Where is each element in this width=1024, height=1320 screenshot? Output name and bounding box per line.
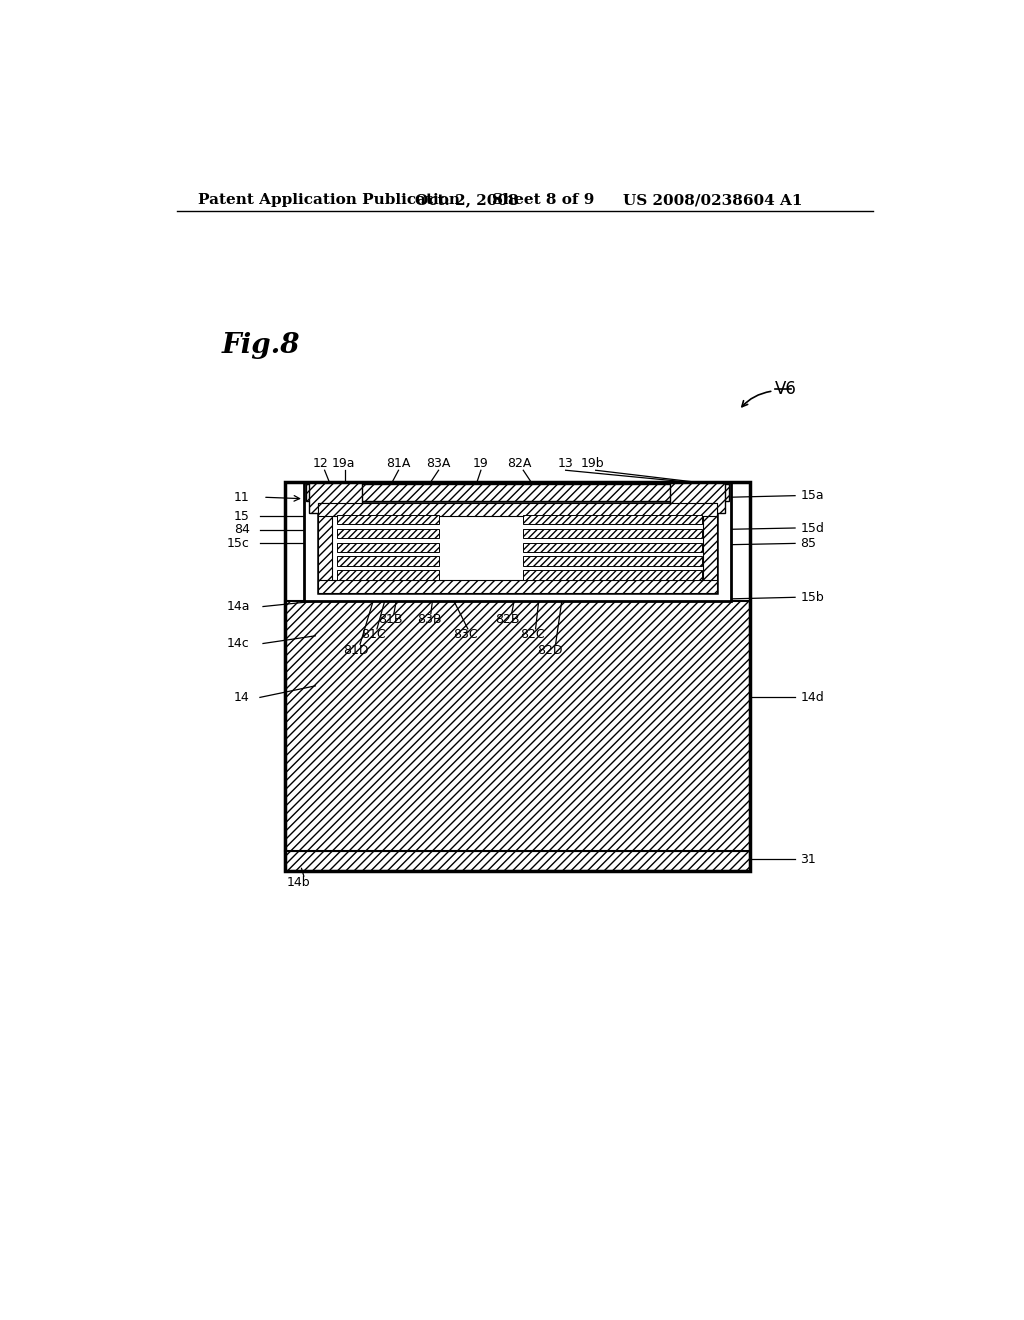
Text: Sheet 8 of 9: Sheet 8 of 9 [493, 193, 595, 207]
Bar [337, 529, 438, 539]
Bar [337, 570, 438, 579]
Bar [337, 515, 438, 524]
Text: 82B: 82B [496, 612, 520, 626]
Bar [523, 543, 701, 552]
Bar [309, 482, 361, 512]
Text: 31: 31 [801, 853, 816, 866]
Text: 19: 19 [473, 457, 488, 470]
Text: 12: 12 [313, 457, 329, 470]
Text: 13: 13 [558, 457, 573, 470]
Text: Patent Application Publication: Patent Application Publication [199, 193, 461, 207]
Bar [523, 557, 701, 566]
Text: 81D: 81D [343, 644, 369, 656]
Bar [309, 482, 361, 484]
Text: 82A: 82A [507, 457, 531, 470]
Text: 14c: 14c [227, 638, 250, 649]
Text: 15: 15 [234, 510, 250, 523]
Text: 14b: 14b [287, 876, 310, 890]
Bar [703, 503, 717, 594]
Text: 15b: 15b [801, 591, 824, 603]
Text: 14: 14 [234, 690, 250, 704]
Text: 83C: 83C [454, 628, 478, 642]
Text: 84: 84 [234, 523, 250, 536]
Bar [285, 482, 751, 871]
Bar [670, 482, 725, 512]
Text: 15d: 15d [801, 521, 824, 535]
Bar [285, 851, 751, 871]
Bar [318, 503, 333, 594]
Text: 81C: 81C [360, 628, 385, 642]
Text: 82C: 82C [520, 628, 545, 642]
Bar [285, 601, 751, 851]
Bar [318, 579, 717, 594]
Text: US 2008/0238604 A1: US 2008/0238604 A1 [624, 193, 803, 207]
Text: 14a: 14a [226, 601, 250, 612]
Text: 11: 11 [234, 491, 250, 504]
Bar [318, 503, 717, 594]
Text: 82D: 82D [538, 644, 563, 656]
Bar [318, 503, 717, 516]
Bar [337, 543, 438, 552]
Bar [337, 557, 438, 566]
Bar [523, 529, 701, 539]
Text: 83A: 83A [426, 457, 451, 470]
Text: 81B: 81B [379, 612, 403, 626]
Text: Oct. 2, 2008: Oct. 2, 2008 [416, 193, 519, 207]
Text: 85: 85 [801, 537, 816, 550]
Text: 81A: 81A [386, 457, 411, 470]
Text: 83B: 83B [417, 612, 441, 626]
Bar [304, 482, 731, 601]
Bar [306, 484, 729, 502]
Bar [523, 515, 701, 524]
Text: V6: V6 [775, 380, 797, 399]
Text: 14d: 14d [801, 690, 824, 704]
Text: 19b: 19b [581, 457, 604, 470]
Bar [523, 570, 701, 579]
Text: Fig.8: Fig.8 [221, 331, 300, 359]
Text: 15a: 15a [801, 490, 824, 502]
Text: 19a: 19a [332, 457, 355, 470]
Text: 15c: 15c [227, 537, 250, 550]
